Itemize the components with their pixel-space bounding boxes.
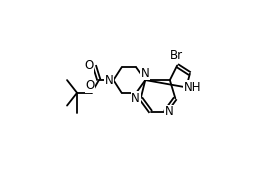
Text: O: O [85, 79, 94, 92]
Text: N: N [141, 67, 150, 80]
Text: O: O [85, 59, 94, 72]
Text: N: N [165, 105, 174, 118]
Text: N: N [105, 74, 114, 87]
Text: N: N [131, 92, 140, 105]
Text: NH: NH [184, 81, 201, 94]
Text: Br: Br [170, 49, 183, 62]
